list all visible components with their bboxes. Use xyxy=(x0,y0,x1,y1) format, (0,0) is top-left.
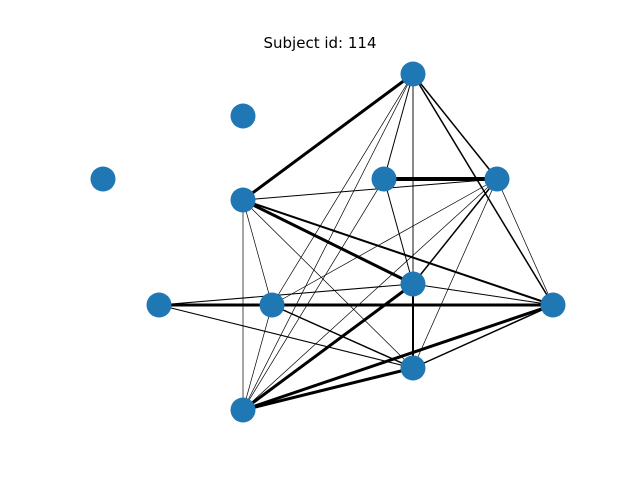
figure-title: Subject id: 114 xyxy=(263,34,377,52)
edge-n8-n9 xyxy=(412,283,554,306)
edge-n4-n8 xyxy=(496,178,554,306)
edge-n5-n10 xyxy=(242,199,414,369)
graph-node xyxy=(259,292,285,318)
edge-n4-n10 xyxy=(412,178,498,369)
graph-node xyxy=(230,397,256,423)
graph-node xyxy=(400,61,426,87)
edge-n3-n11 xyxy=(242,178,385,411)
graph-node xyxy=(400,271,426,297)
edge-n8-n10 xyxy=(412,304,554,369)
graph-node xyxy=(90,166,116,192)
edge-n1-n5 xyxy=(242,72,414,202)
edge-n1-n8 xyxy=(412,73,554,306)
graph-node xyxy=(540,292,566,318)
graph-node xyxy=(400,355,426,381)
edge-n5-n7 xyxy=(242,199,273,306)
edge-n3-n9 xyxy=(383,178,414,285)
edge-n5-n8 xyxy=(242,199,554,306)
edge-n10-n11 xyxy=(242,366,414,412)
edge-n4-n9 xyxy=(412,178,498,285)
graph-node xyxy=(371,166,397,192)
graph-node xyxy=(230,103,256,129)
graph-node xyxy=(146,292,172,318)
edge-n4-n11 xyxy=(242,178,498,411)
edge-n7-n11 xyxy=(242,304,273,411)
graph-node xyxy=(230,187,256,213)
edge-n8-n11 xyxy=(242,303,554,412)
edge-n1-n7 xyxy=(271,73,414,306)
nodes-layer xyxy=(90,61,566,423)
edge-n4-n5 xyxy=(242,178,498,201)
edge-n1-n4 xyxy=(412,73,498,180)
edge-n5-n9 xyxy=(242,198,414,286)
edge-n11-n9 xyxy=(242,282,414,412)
graph-node xyxy=(484,166,510,192)
edge-n6-n9 xyxy=(158,283,414,306)
edge-n4-n7 xyxy=(271,178,498,306)
edges-layer xyxy=(158,72,554,412)
edge-n1-n3 xyxy=(383,73,414,180)
edge-n6-n10 xyxy=(158,304,414,369)
